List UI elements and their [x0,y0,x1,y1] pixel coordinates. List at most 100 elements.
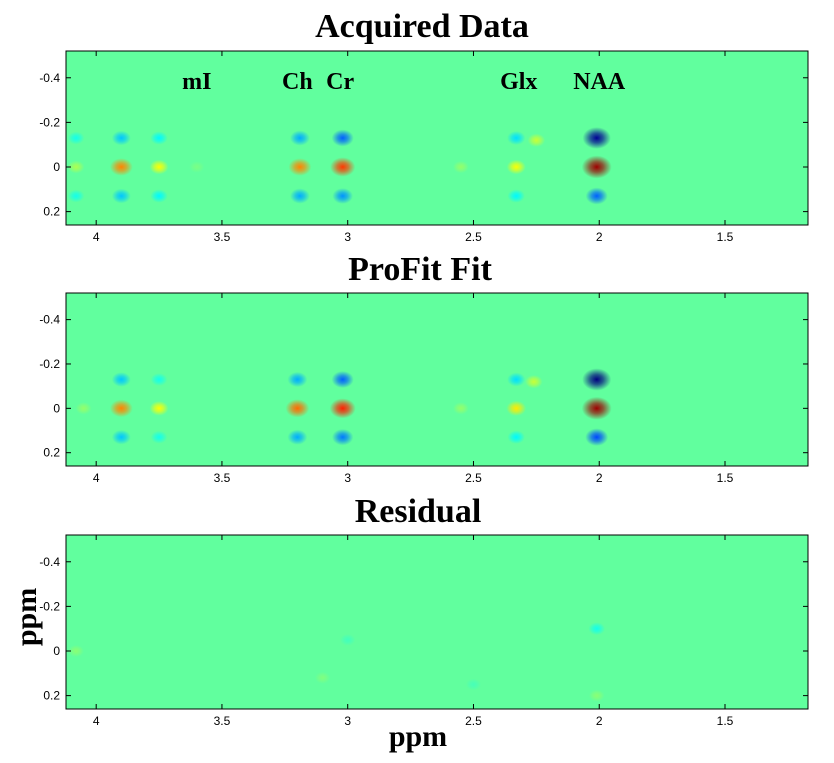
heatmap-peak [581,155,612,179]
x-tick-label: 1.5 [717,714,734,728]
heatmap-background [66,51,808,225]
y-tick-label: -0.2 [39,115,60,129]
heatmap-peak [111,130,131,146]
x-tick-label: 3.5 [214,471,231,485]
heatmap-peak [507,189,525,203]
heatmap-peak [507,372,526,387]
peak-label: NAA [573,69,626,95]
heatmap-peak [581,396,612,420]
x-tick-label: 1.5 [717,230,734,244]
y-tick-label: -0.2 [39,357,60,371]
x-tick-label: 3.5 [214,714,231,728]
heatmap-peak [332,428,354,446]
heatmap-peak [288,158,312,176]
heatmap-peak [111,188,131,204]
plot-frame [65,534,809,710]
heatmap-peak [330,157,356,177]
heatmap-background [66,535,808,709]
heatmap-peak [585,428,609,446]
x-tick-label: 4 [93,471,100,485]
heatmap-peak [582,368,612,391]
peak-label: Glx [500,69,537,95]
heatmap-peak [340,633,356,646]
heatmap-peak [332,188,353,204]
heatmap-peak [588,689,605,702]
heatmap-peak [75,402,92,415]
heatmap-peak [287,371,308,388]
heatmap-peak [149,159,169,175]
peak-label: Cr [326,69,354,95]
heatmap-peak [189,161,205,173]
plot-frame [65,292,809,467]
heatmap-peak [150,189,168,203]
y-tick-label: 0 [53,644,60,658]
y-tick-label: -0.2 [39,599,60,613]
heatmap-peak [149,401,169,416]
x-tick-label: 3 [344,230,351,244]
x-tick-label: 4 [93,230,100,244]
heatmap-peak [68,645,84,657]
heatmap-peak [585,187,608,205]
x-tick-label: 2.5 [465,471,482,485]
heatmap-peak [285,399,310,418]
heatmap-peak [329,398,356,419]
heatmap-peak [506,159,526,175]
heatmap-peak [67,189,85,203]
heatmap-peak [452,160,469,174]
heatmap-peak [111,429,131,445]
y-tick-label: 0.2 [43,446,60,460]
x-tick-label: 2.5 [465,230,482,244]
peak-label: Ch [282,69,313,95]
heatmap-peak [150,430,168,444]
panel-acquired-data: Acquired Data 4 3.5 3 2.5 2 1.5 -0.4 -0.2 0 0.2 m… [39,8,809,244]
chart-title: Residual [355,493,482,530]
heatmap-background [66,293,808,466]
y-axis-label: ppm [10,588,43,646]
heatmap-peak [290,188,310,204]
heatmap-peak [331,129,354,147]
heatmap-peak [582,127,611,149]
heatmap-peak [111,372,131,387]
x-axis-label: ppm [389,720,447,753]
x-tick-label: 2.5 [465,714,482,728]
plot-frame [65,50,809,226]
heatmap-peak [290,130,310,146]
heatmap-peak [67,160,85,174]
panel-residual: Residual 4 3.5 3 2.5 2 1.5 -0.4 -0.2 0 0.2 [39,493,809,728]
heatmap-peak [588,622,606,636]
heatmap-peak [506,400,527,416]
heatmap-peak [452,402,469,415]
peak-label: mI [182,69,211,95]
chart-title: ProFit Fit [348,251,492,288]
heatmap-peak [109,399,133,418]
heatmap-peak [527,133,546,147]
x-tick-label: 3 [344,471,351,485]
heatmap-peak [150,131,168,145]
heatmap-peak [507,430,525,444]
x-tick-label: 2 [596,230,603,244]
heatmap-peak [67,131,85,145]
y-tick-label: 0.2 [43,689,60,703]
y-tick-label: 0 [53,401,60,415]
y-tick-label: 0 [53,160,60,174]
heatmap-peak [150,373,168,386]
x-tick-label: 2 [596,471,603,485]
x-tick-label: 1.5 [717,471,734,485]
panel-profit-fit: ProFit Fit 4 3.5 3 2.5 2 1.5 -0.4 -0.2 0 0.2 [39,251,809,485]
y-tick-label: -0.4 [39,555,60,569]
y-tick-label: -0.4 [39,71,60,85]
heatmap-peak [287,429,308,445]
heatmap-peak [109,158,133,176]
heatmap-peak [465,678,482,691]
x-tick-label: 2 [596,714,603,728]
heatmap-peak [331,371,354,388]
heatmap-peak [314,671,331,684]
heatmap-peak [507,131,526,145]
y-tick-label: 0.2 [43,205,60,219]
x-tick-label: 4 [93,714,100,728]
x-tick-label: 3 [344,714,351,728]
chart-title: Acquired Data [315,8,529,45]
heatmap-peak [525,375,543,389]
x-tick-label: 3.5 [214,230,231,244]
y-tick-label: -0.4 [39,313,60,327]
